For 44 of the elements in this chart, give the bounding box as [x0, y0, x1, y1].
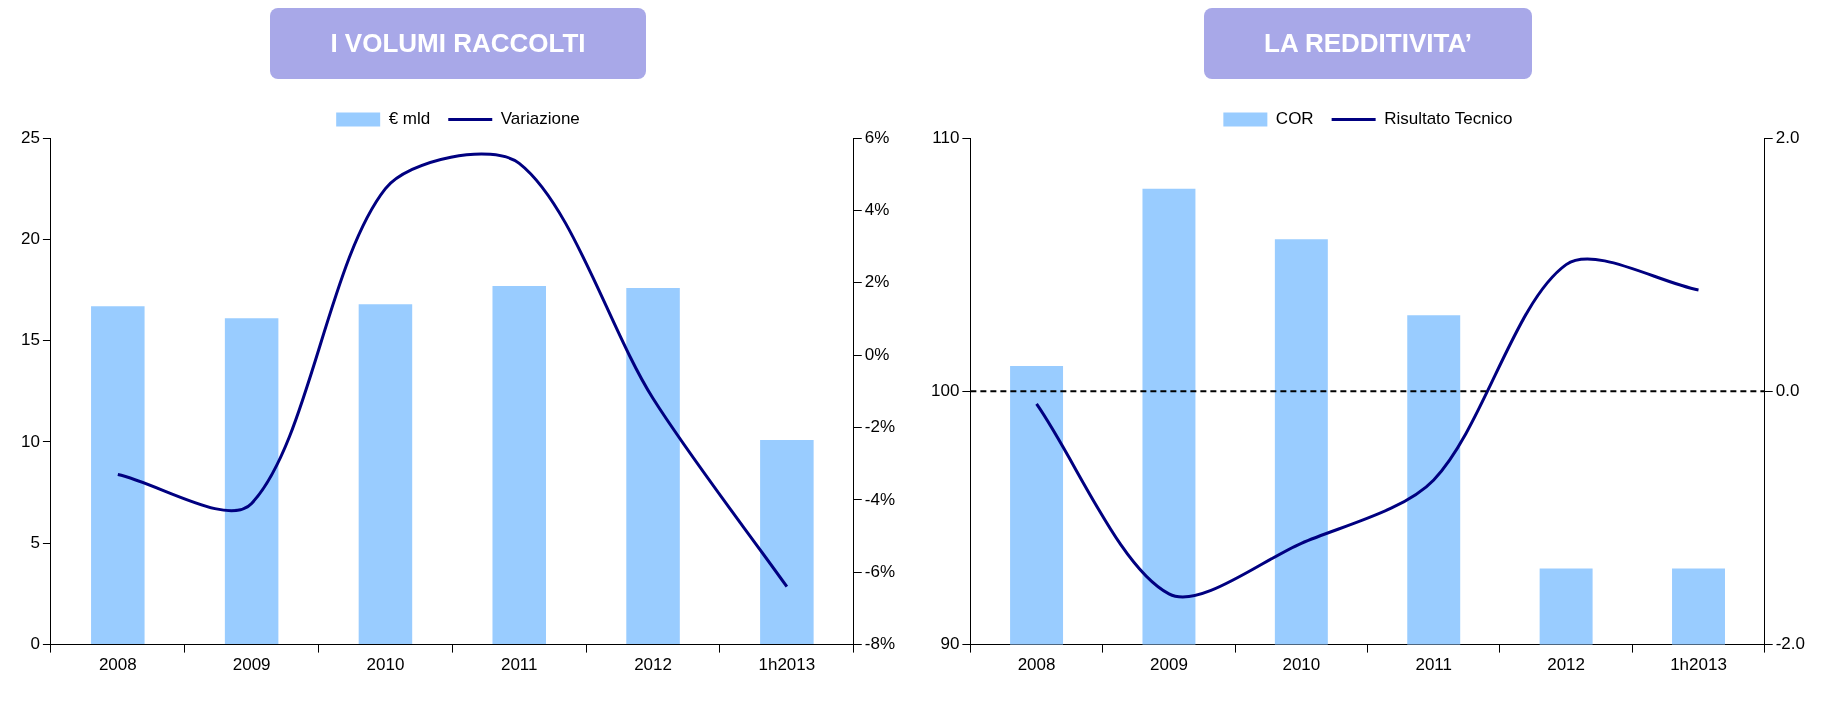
bar — [760, 439, 814, 645]
chart-title: LA REDDITIVITA’ — [1204, 8, 1532, 79]
x-tick-label: 1h2013 — [1670, 655, 1727, 675]
x-tick-label: 2011 — [500, 655, 538, 675]
x-tick-label: 1h2013 — [758, 655, 816, 675]
y2-tick-label: -6% — [864, 561, 895, 581]
legend-label: Variazione — [500, 109, 580, 129]
y-tick-label: 100 — [930, 380, 960, 400]
x-tick-label: 2011 — [1415, 655, 1453, 675]
x-tick-label: 2008 — [1017, 655, 1056, 675]
y2-tick-label: -2% — [864, 417, 895, 437]
y2-tick-label: -2.0 — [1775, 634, 1805, 654]
y-tick-label: 10 — [20, 431, 40, 451]
legend-label: € mld — [388, 109, 431, 129]
bar — [492, 285, 547, 645]
x-tick-label: 2009 — [232, 655, 271, 675]
y2-tick-label: 4% — [864, 200, 890, 220]
y-tick-label: 25 — [20, 127, 40, 147]
y-tick-label: 90 — [940, 634, 960, 654]
y-tick-label: 0 — [30, 634, 40, 654]
y-tick-label: 110 — [932, 127, 960, 147]
x-tick-label: 2010 — [366, 655, 405, 675]
bar — [91, 306, 145, 645]
y-tick-label: 5 — [30, 532, 40, 552]
x-tick-label: 2012 — [1547, 655, 1586, 675]
y2-tick-label: 0.0 — [1775, 380, 1800, 400]
y2-tick-label: 2.0 — [1775, 127, 1800, 147]
legend-label: COR — [1275, 109, 1314, 129]
x-tick-label: 2012 — [634, 655, 672, 675]
x-tick-label: 2008 — [98, 655, 137, 675]
y-tick-label: 15 — [20, 330, 40, 350]
bar — [358, 304, 413, 645]
y-tick-label: 20 — [20, 229, 40, 249]
legend-label: Risultato Tecnico — [1384, 109, 1513, 129]
y2-tick-label: -8% — [864, 634, 895, 654]
chart-title: I VOLUMI RACCOLTI — [270, 8, 646, 79]
x-tick-label: 2009 — [1150, 655, 1188, 675]
y2-tick-label: 6% — [864, 127, 890, 147]
y2-tick-label: 2% — [864, 272, 890, 292]
x-tick-label: 2010 — [1282, 655, 1321, 675]
y2-tick-label: 0% — [864, 344, 890, 364]
bar — [626, 287, 680, 645]
y2-tick-label: -4% — [864, 489, 895, 509]
bar — [224, 318, 279, 645]
